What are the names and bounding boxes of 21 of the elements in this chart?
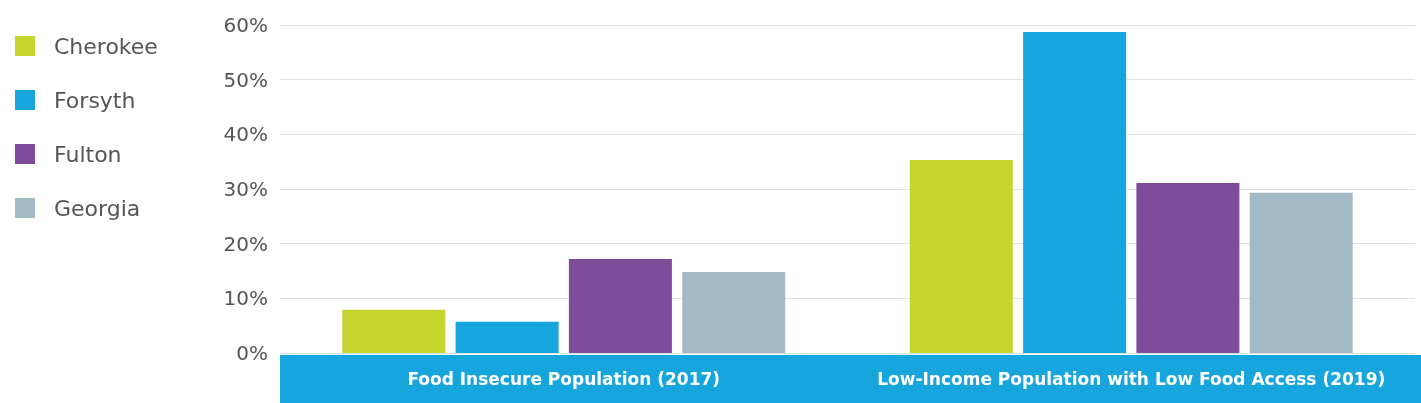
legend-label: Fulton — [54, 141, 122, 167]
bar — [568, 258, 672, 353]
bar — [1249, 192, 1353, 353]
y-tick-label: 40% — [223, 122, 268, 147]
x-tick-label: Food Insecure Population (2017) — [407, 368, 721, 389]
legend-label: Cherokee — [54, 33, 158, 59]
bar — [1023, 32, 1127, 353]
y-tick-label: 20% — [223, 231, 268, 256]
bar — [1136, 182, 1240, 353]
y-tick-label: 30% — [223, 177, 268, 201]
bar — [909, 160, 1013, 353]
y-tick-label: 0% — [236, 341, 268, 365]
legend-label: Georgia — [54, 195, 141, 221]
y-tick-label: 50% — [223, 67, 268, 92]
legend-label: Forsyth — [54, 87, 136, 113]
bar — [455, 321, 559, 353]
bar — [342, 309, 446, 353]
bar — [682, 272, 786, 353]
y-tick-label: 10% — [223, 286, 268, 311]
y-tick-label: 60% — [223, 13, 268, 37]
x-tick-label: Low-Income Population with Low Food Access (2019) — [877, 368, 1386, 389]
